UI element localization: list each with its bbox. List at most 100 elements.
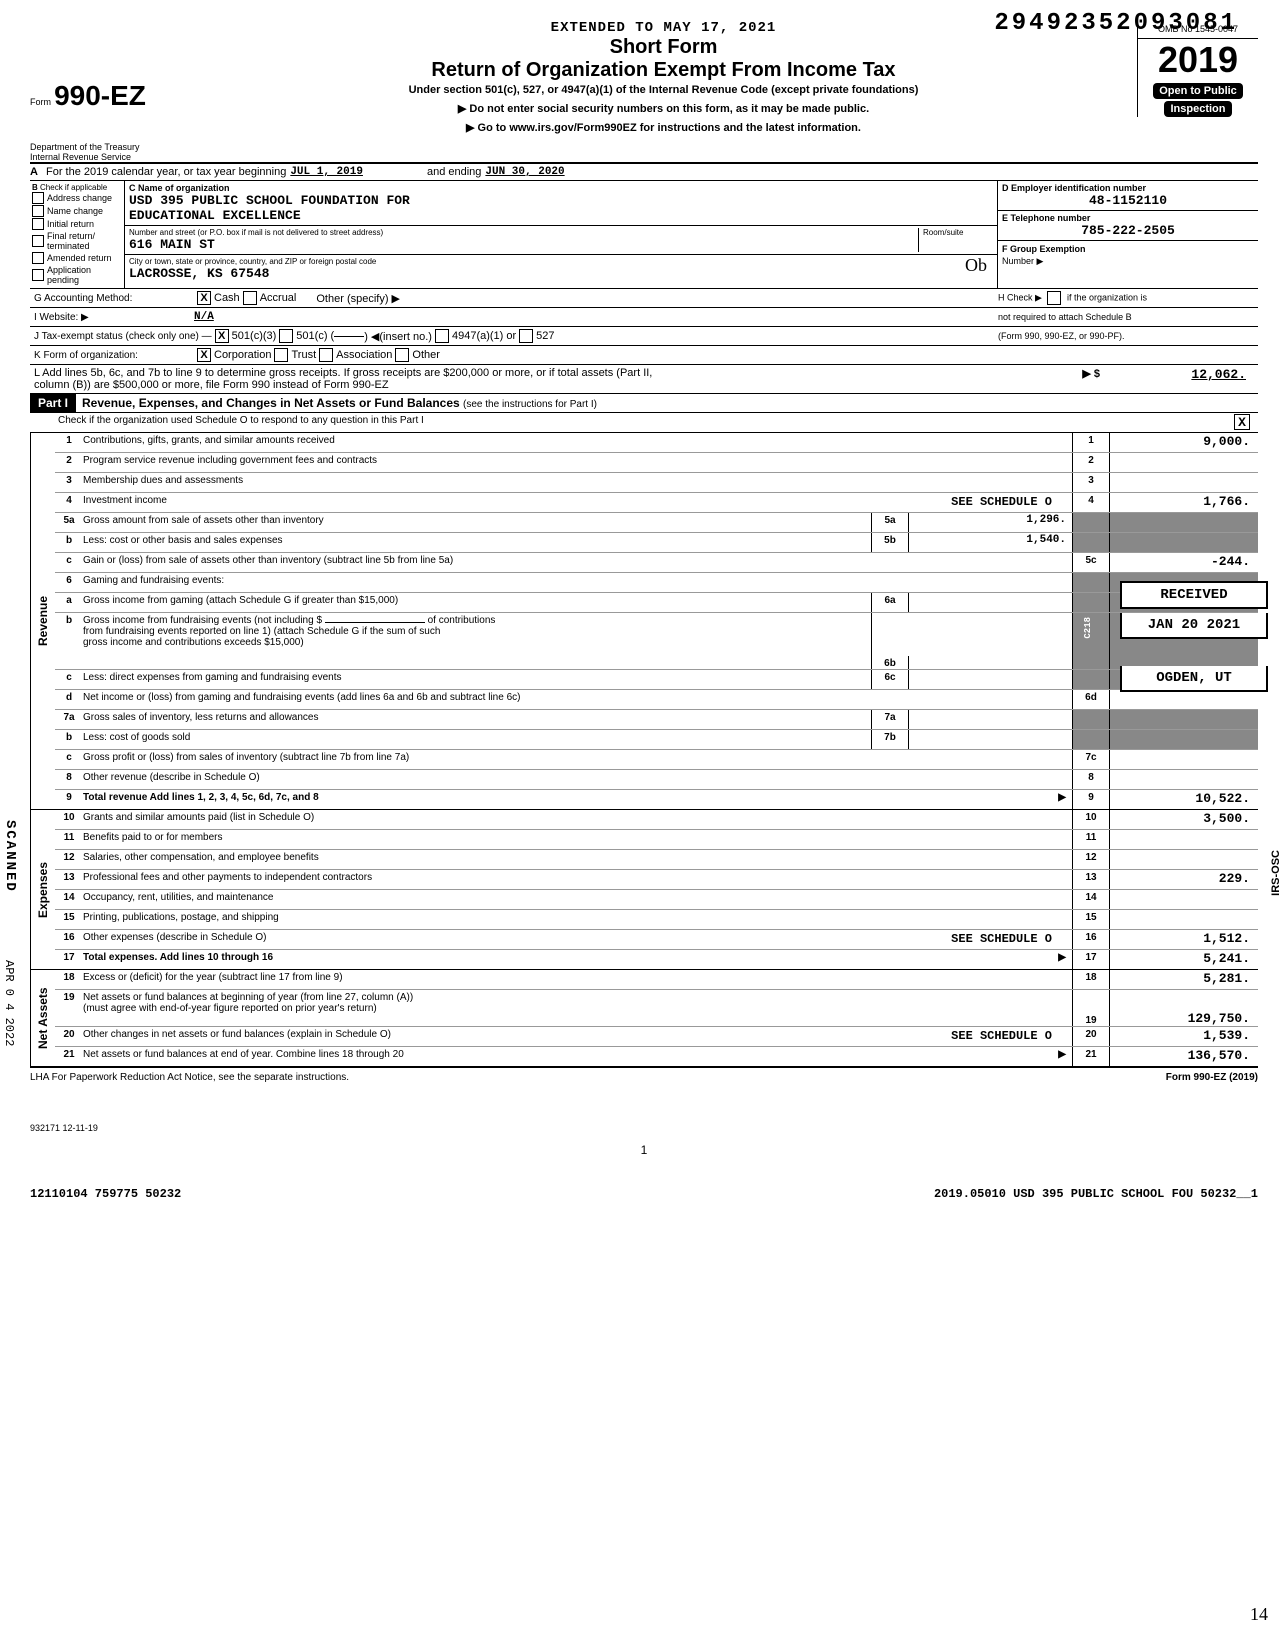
ln6d-num: d <box>55 690 83 709</box>
ln9-desc: Total revenue Add lines 1, 2, 3, 4, 5c, … <box>83 792 319 803</box>
ln2-amt <box>1109 453 1258 472</box>
ln6b-d1: Gross income from fundraising events (no… <box>83 615 322 626</box>
f-number-label: Number ▶ <box>1002 256 1043 266</box>
ln1-box: 1 <box>1072 433 1109 452</box>
ln21-desc: Net assets or fund balances at end of ye… <box>83 1049 404 1060</box>
form-number: 990-EZ <box>54 80 146 111</box>
b-header: Check if applicable <box>40 183 107 192</box>
chk-corporation[interactable] <box>197 348 211 362</box>
addr-label: Number and street (or P.O. box if mail i… <box>129 228 918 237</box>
lbl-501c3: 501(c)(3) <box>232 330 277 342</box>
ln2-num: 2 <box>55 453 83 472</box>
ln6b-d4: gross income and contributions exceeds $… <box>83 637 304 648</box>
handwritten-ob: Ob <box>965 255 987 276</box>
chk-accrual[interactable] <box>243 291 257 305</box>
chk-501c[interactable] <box>279 329 293 343</box>
chk-trust[interactable] <box>274 348 288 362</box>
ln20-amt: 1,539. <box>1109 1027 1258 1046</box>
ln17-amt: 5,241. <box>1109 950 1258 969</box>
received-date: JAN 20 2021 <box>1134 617 1254 633</box>
ln17-arrow-icon: ▶ <box>1058 952 1066 963</box>
ln7b-mb: 7b <box>872 730 909 749</box>
chk-cash[interactable] <box>197 291 211 305</box>
ln7a-desc: Gross sales of inventory, less returns a… <box>83 710 871 729</box>
chk-initial-return[interactable] <box>32 218 44 230</box>
lbl-cash: Cash <box>214 292 240 304</box>
ln5b-ramt <box>1109 533 1258 552</box>
ln13-box: 13 <box>1072 870 1109 889</box>
ln14-box: 14 <box>1072 890 1109 909</box>
part-i-sub: (see the instructions for Part I) <box>463 399 597 410</box>
form-title: Return of Organization Exempt From Incom… <box>200 59 1127 82</box>
ln7a-rbox <box>1072 710 1109 729</box>
ln18-box: 18 <box>1072 970 1109 989</box>
ln6a-rbox <box>1072 593 1109 612</box>
part-i-check-line: Check if the organization used Schedule … <box>58 413 1214 432</box>
ln6c-rbox <box>1072 670 1109 689</box>
chk-address-change[interactable] <box>32 192 44 204</box>
tax-year-end: JUN 30, 2020 <box>481 166 568 178</box>
lbl-app-pending: Application pending <box>47 265 122 285</box>
l-text-1: L Add lines 5b, 6c, and 7b to line 9 to … <box>34 367 1076 379</box>
chk-app-pending[interactable] <box>32 269 44 281</box>
ln1-num: 1 <box>55 433 83 452</box>
ln3-num: 3 <box>55 473 83 492</box>
lbl-address-change: Address change <box>47 193 112 203</box>
ln6b-mv <box>909 668 1072 669</box>
ln7b-num: b <box>55 730 83 749</box>
ln21-num: 21 <box>55 1047 83 1066</box>
expenses-label: Expenses <box>30 810 55 969</box>
tax-year-begin: JUL 1, 2019 <box>286 166 367 178</box>
l-amount: 12,062. <box>1106 367 1254 391</box>
form-prefix: Form <box>30 97 51 107</box>
lbl-corporation: Corporation <box>214 349 271 361</box>
lbl-final-return: Final return/ terminated <box>47 231 122 251</box>
ln7b-rbox <box>1072 730 1109 749</box>
chk-name-change[interactable] <box>32 205 44 217</box>
ln7b-ramt <box>1109 730 1258 749</box>
ln7c-amt <box>1109 750 1258 769</box>
chk-association[interactable] <box>319 348 333 362</box>
row-a-tax-year: A For the 2019 calendar year, or tax yea… <box>30 164 1258 181</box>
ln11-box: 11 <box>1072 830 1109 849</box>
chk-amended-return[interactable] <box>32 252 44 264</box>
ln17-box: 17 <box>1072 950 1109 969</box>
ln7c-num: c <box>55 750 83 769</box>
l-text-2: column (B)) are $500,000 or more, file F… <box>34 379 1076 391</box>
ln7c-desc: Gross profit or (loss) from sales of inv… <box>83 750 1072 769</box>
e-phone-label: E Telephone number <box>1002 213 1254 223</box>
ln6b-desc: Gross income from fundraising events (no… <box>83 613 871 669</box>
ln8-amt <box>1109 770 1258 789</box>
ln7a-ramt <box>1109 710 1258 729</box>
ln6a-mb: 6a <box>872 593 909 612</box>
ln8-desc: Other revenue (describe in Schedule O) <box>83 770 1072 789</box>
chk-527[interactable] <box>519 329 533 343</box>
part-i-header: Part I Revenue, Expenses, and Changes in… <box>30 394 1258 413</box>
lbl-amended-return: Amended return <box>47 253 112 263</box>
chk-other-org[interactable] <box>395 348 409 362</box>
lbl-association: Association <box>336 349 392 361</box>
chk-4947[interactable] <box>435 329 449 343</box>
form-ref: Form 990-EZ (2019) <box>1166 1072 1258 1083</box>
lbl-other-method: Other (specify) ▶ <box>316 292 400 305</box>
lbl-trust: Trust <box>291 349 316 361</box>
ogden-text: OGDEN, UT <box>1134 670 1254 686</box>
ln21-box: 21 <box>1072 1047 1109 1066</box>
ln19-desc: Net assets or fund balances at beginning… <box>83 992 413 1003</box>
ln6-rbox <box>1072 573 1109 592</box>
chk-schedule-o-parti[interactable]: X <box>1234 414 1250 430</box>
ln5a-ramt <box>1109 513 1258 532</box>
revenue-label: Revenue <box>30 433 55 809</box>
document-code: 29492352093081 <box>994 10 1238 37</box>
chk-h[interactable] <box>1047 291 1061 305</box>
scan-date-stamp: APR 0 4 2022 <box>2 960 16 1046</box>
chk-final-return[interactable] <box>32 235 44 247</box>
ln5b-mb: 5b <box>872 533 909 552</box>
lbl-4947: 4947(a)(1) or <box>452 330 516 342</box>
ln6b-num: b <box>55 613 83 669</box>
ln10-box: 10 <box>1072 810 1109 829</box>
row-g-h: G Accounting Method: Cash Accrual Other … <box>30 289 1258 308</box>
ln2-desc: Program service revenue including govern… <box>83 453 1072 472</box>
part-i-title: Revenue, Expenses, and Changes in Net As… <box>82 396 460 410</box>
chk-501c3[interactable] <box>215 329 229 343</box>
